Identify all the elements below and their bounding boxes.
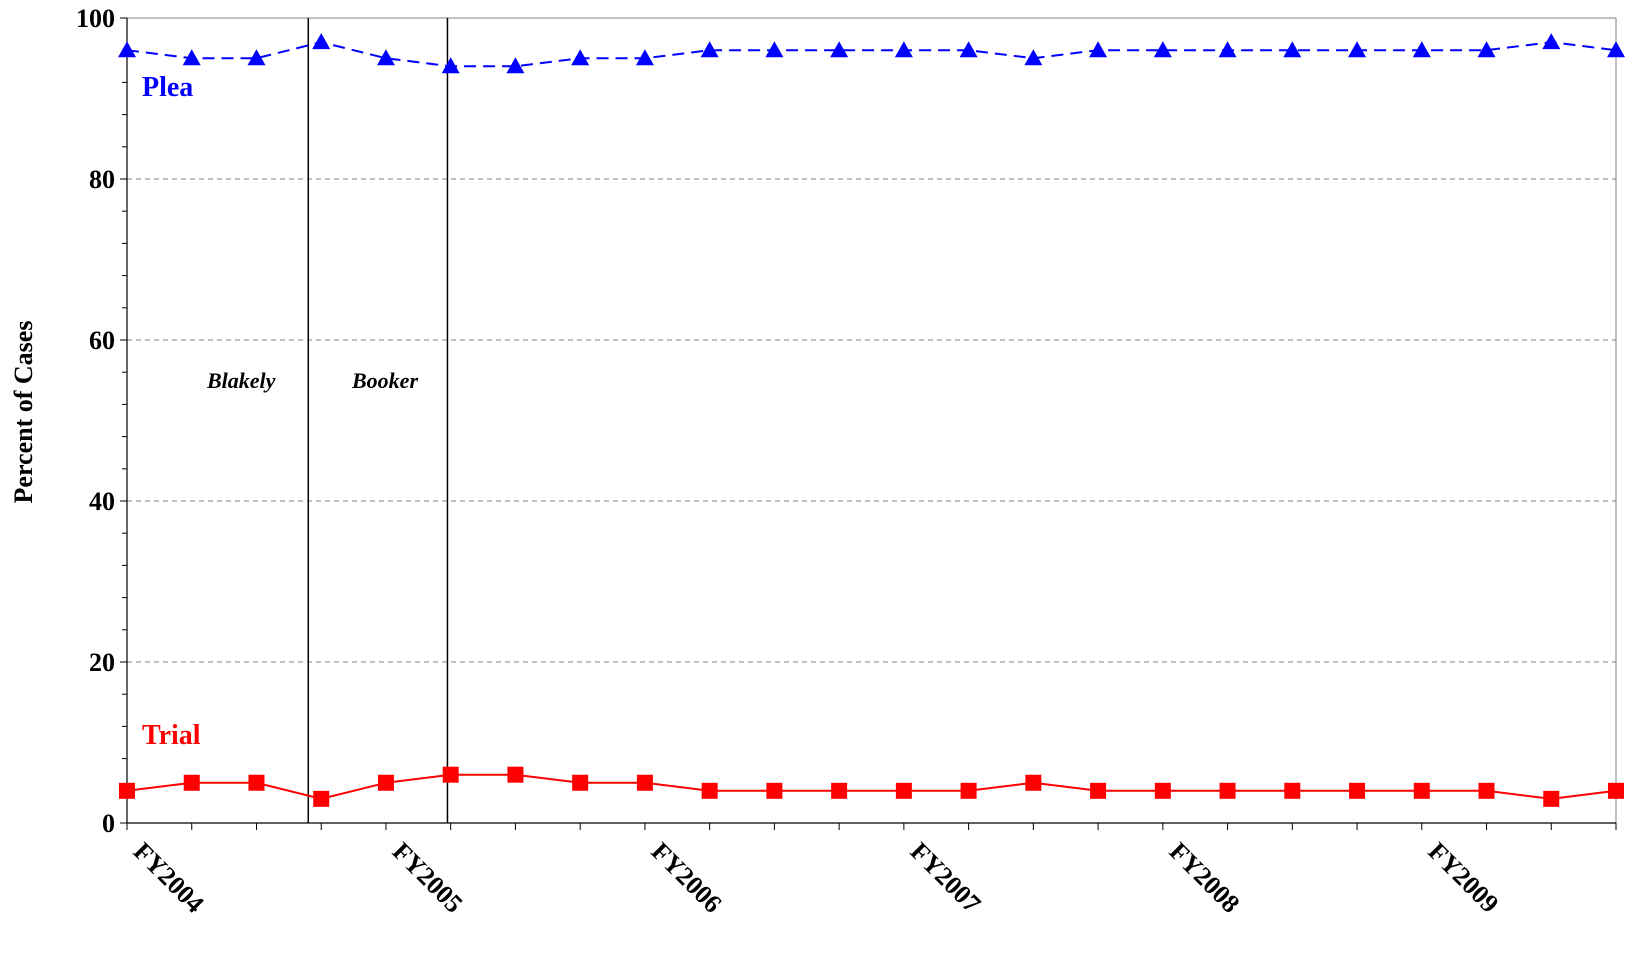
point-plea-10 [765, 41, 784, 58]
y-tick-label-20: 20 [89, 648, 115, 677]
point-plea-0 [118, 41, 136, 58]
point-plea-2 [247, 49, 266, 66]
point-plea-20 [1412, 41, 1431, 58]
y-tick-label-60: 60 [89, 326, 115, 355]
point-plea-7 [571, 49, 590, 66]
x-tick-label-fy2005: FY2005 [387, 837, 469, 919]
point-plea-12 [894, 41, 913, 58]
point-trial-1 [183, 774, 200, 791]
y-tick-label-0: 0 [102, 809, 115, 838]
point-trial-6 [507, 766, 524, 783]
point-trial-7 [572, 774, 589, 791]
point-plea-3 [312, 33, 331, 50]
x-tick-label-fy2004: FY2004 [128, 837, 210, 919]
y-axis-title: Percent of Cases [9, 321, 38, 504]
point-plea-14 [1024, 49, 1043, 66]
x-tick-label-fy2009: FY2009 [1423, 837, 1505, 919]
x-axis-ticks: FY2004 FY2005 FY2006 FY2007 FY2008 FY2009 [126, 823, 1617, 919]
point-trial-12 [895, 782, 912, 799]
point-plea-15 [1089, 41, 1108, 58]
x-tick-label-fy2008: FY2008 [1164, 837, 1246, 919]
grid-lines [127, 17, 1616, 663]
y-tick-label-100: 100 [76, 4, 115, 33]
point-plea-18 [1283, 41, 1302, 58]
point-trial-17 [1219, 782, 1236, 799]
point-trial-22 [1543, 790, 1560, 807]
x-tick-label-fy2007: FY2007 [905, 837, 987, 919]
point-plea-19 [1348, 41, 1367, 58]
point-plea-11 [830, 41, 849, 58]
axes [126, 17, 1617, 824]
series-line-plea [126, 41, 1617, 68]
point-trial-23 [1608, 782, 1624, 799]
point-plea-23 [1607, 41, 1625, 58]
point-plea-6 [506, 57, 525, 74]
point-trial-3 [313, 790, 330, 807]
point-plea-16 [1153, 41, 1172, 58]
point-plea-22 [1542, 33, 1561, 50]
point-trial-4 [377, 774, 394, 791]
series-label-plea: Plea [142, 72, 193, 103]
series-group [118, 33, 1625, 807]
point-trial-10 [766, 782, 783, 799]
y-tick-label-80: 80 [89, 165, 115, 194]
point-trial-9 [701, 782, 718, 799]
event-label-booker: Booker [351, 368, 418, 393]
point-plea-21 [1477, 41, 1496, 58]
point-plea-13 [959, 41, 978, 58]
y-axis-ticks: 0 20 40 60 80 100 [76, 4, 127, 838]
point-trial-8 [636, 774, 653, 791]
point-trial-15 [1090, 782, 1107, 799]
point-trial-13 [960, 782, 977, 799]
point-plea-17 [1218, 41, 1237, 58]
event-lines [307, 18, 449, 823]
point-trial-11 [831, 782, 848, 799]
y-tick-label-40: 40 [89, 487, 115, 516]
point-trial-18 [1284, 782, 1301, 799]
series-line-trial [126, 773, 1617, 800]
point-trial-16 [1154, 782, 1171, 799]
series-label-trial: Trial [142, 720, 201, 751]
event-label-blakely: Blakely [206, 368, 276, 393]
point-plea-4 [376, 49, 395, 66]
point-plea-5 [441, 57, 460, 74]
x-tick-label-fy2006: FY2006 [646, 837, 728, 919]
point-trial-19 [1349, 782, 1366, 799]
point-plea-9 [700, 41, 719, 58]
point-trial-21 [1478, 782, 1495, 799]
point-trial-20 [1413, 782, 1430, 799]
point-plea-8 [635, 49, 654, 66]
point-trial-0 [119, 782, 135, 799]
point-trial-5 [442, 766, 459, 783]
point-trial-14 [1025, 774, 1042, 791]
point-trial-2 [248, 774, 265, 791]
point-plea-1 [182, 49, 201, 66]
